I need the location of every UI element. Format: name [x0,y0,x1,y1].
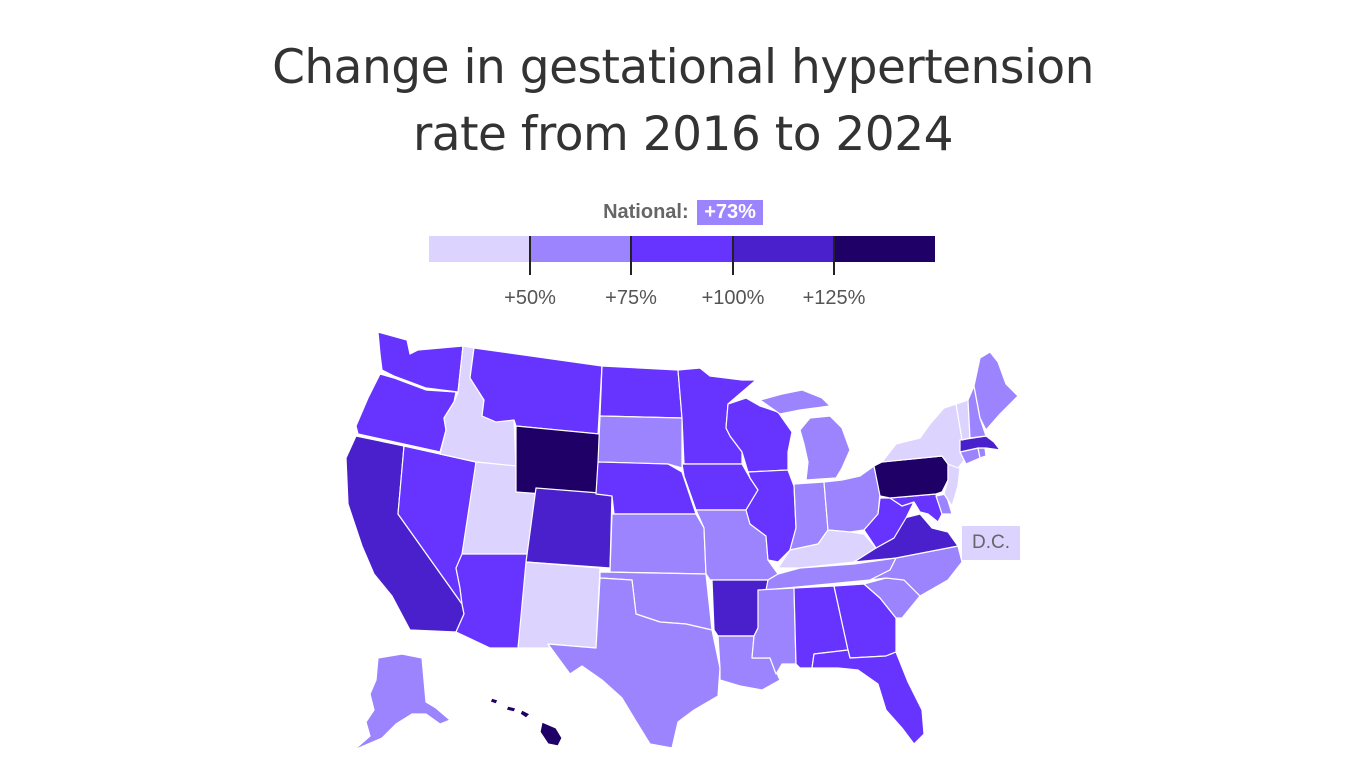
legend-bin-4 [733,236,834,262]
color-legend: +50% +75% +100% +125% [429,236,935,309]
legend-label-50: +50% [504,287,556,309]
state-ME [973,351,1019,431]
legend-tick-125 [833,236,835,275]
legend-bin-2 [530,236,631,262]
chart-title: Change in gestational hypertension rate … [0,34,1366,168]
legend-tick-50 [529,236,531,275]
state-WY [515,425,601,499]
state-MI [759,389,851,481]
legend-tick-75 [630,236,632,275]
legend-bin-1 [429,236,530,262]
state-AK [353,653,451,751]
state-RI [977,447,987,459]
state-TX [547,577,721,749]
state-IA [681,463,759,511]
state-DE [935,493,953,515]
state-NC [869,545,963,597]
national-value-badge: +73% [697,200,763,225]
legend-tick-100 [732,236,734,275]
state-NH [967,385,987,439]
title-line-2: rate from 2016 to 2024 [412,107,954,162]
state-KY [777,529,877,569]
state-NM [517,561,601,649]
national-average: National: +73% [0,200,1366,225]
dc-label: D.C. [962,526,1020,560]
legend-label-75: +75% [605,287,657,309]
state-MA [959,435,1001,453]
state-ND [599,365,683,419]
state-CO [525,487,613,569]
state-NY [881,403,967,469]
title-line-1: Change in gestational hypertension [272,40,1094,95]
us-states-map [345,331,1019,751]
state-PA [873,455,949,499]
state-SD [597,415,683,469]
legend-bin-6 [834,236,935,262]
state-KS [609,513,707,575]
legend-bin-3 [631,236,733,262]
national-label: National: [603,201,689,223]
state-FL [811,649,925,745]
state-WI [725,397,793,473]
state-NJ [943,463,961,507]
state-MT [469,347,603,435]
legend-label-100: +100% [701,287,765,309]
state-HI [489,697,563,747]
legend-label-125: +125% [802,287,866,309]
